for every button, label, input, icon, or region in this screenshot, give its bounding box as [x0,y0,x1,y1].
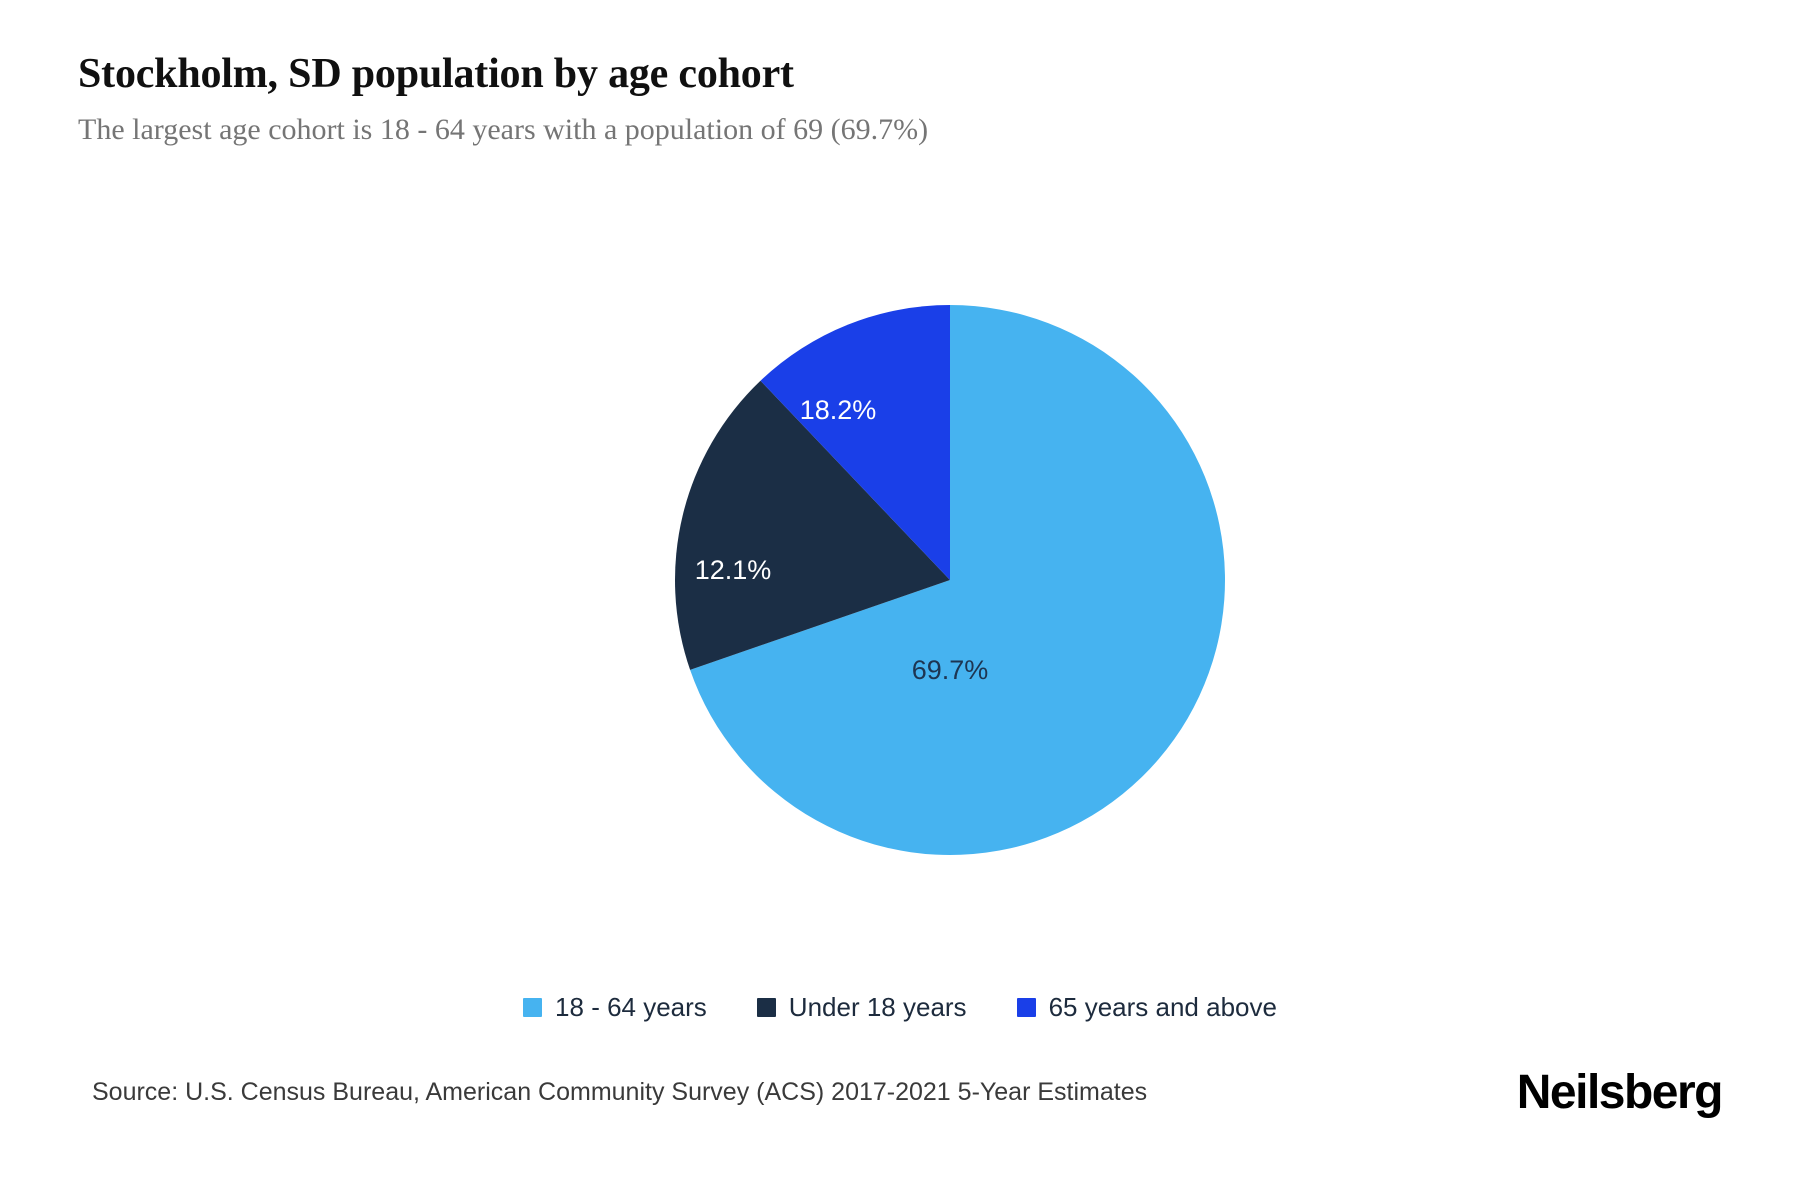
legend-item-label: Under 18 years [788,992,967,1022]
chart-header: Stockholm, SD population by age cohort T… [78,48,1578,150]
legend-item[interactable]: 18 - 64 years [523,992,707,1023]
pie-slice-label: 18.2% [800,395,877,425]
legend-item-label: 18 - 64 years [555,992,707,1022]
chart-subtitle: The largest age cohort is 18 - 64 years … [78,113,929,146]
neilsberg-logo: Neilsberg [1516,1066,1724,1119]
pie-slice[interactable] [690,305,1225,856]
pie-slice-label: 12.1% [695,555,772,585]
legend-swatch [1016,998,1036,1017]
page-title: Stockholm, SD population by age cohort [78,51,794,97]
legend-item[interactable]: 65 years and above [1016,992,1277,1023]
pie-label-group: 69.7% 18.2% 12.1% [695,395,989,685]
pie-slice-label: 69.7% [912,655,989,685]
pie-slice[interactable] [675,380,950,670]
legend-swatch [756,998,776,1017]
pie-slice[interactable] [760,305,950,580]
source-note: Source: U.S. Census Bureau, American Com… [92,1078,1148,1106]
legend-item[interactable]: Under 18 years [756,992,967,1023]
legend-swatch [523,998,543,1017]
chart-legend: 18 - 64 years Under 18 years 65 years and … [0,992,1800,1023]
legend-item-label: 65 years and above [1048,992,1277,1022]
pie-slice-group [675,305,1225,856]
